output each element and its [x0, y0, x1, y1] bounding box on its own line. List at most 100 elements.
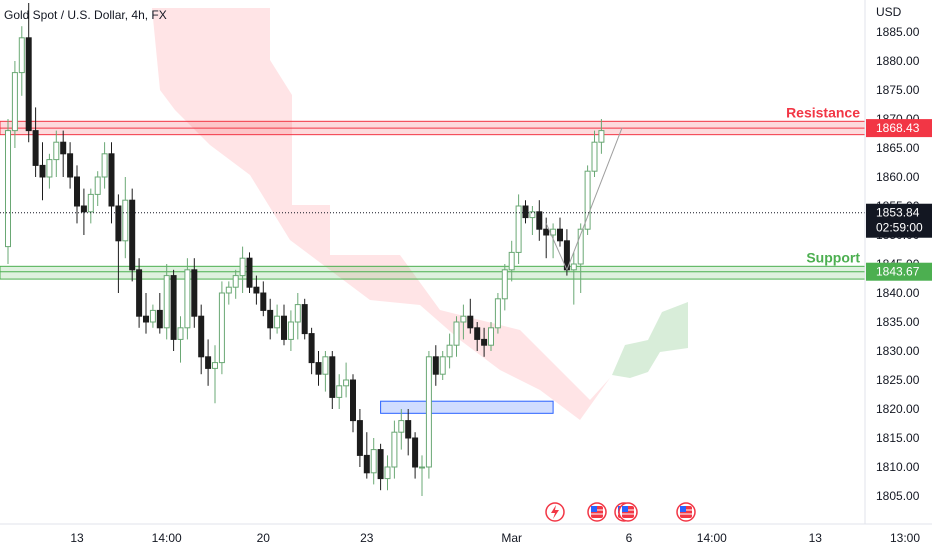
candle[interactable] — [74, 165, 80, 224]
candle[interactable] — [501, 264, 508, 311]
candle[interactable] — [363, 432, 370, 479]
candle[interactable] — [87, 188, 94, 224]
candles[interactable] — [5, 3, 605, 496]
candle[interactable] — [308, 327, 315, 375]
candle[interactable] — [184, 258, 191, 340]
candle[interactable] — [467, 298, 474, 334]
event-markers[interactable] — [545, 502, 696, 522]
candle[interactable] — [205, 339, 212, 386]
candle[interactable] — [294, 293, 301, 340]
candle[interactable] — [260, 281, 267, 317]
price-axis[interactable]: 1885.001880.001875.001870.001865.001860.… — [864, 0, 932, 524]
candle-body — [543, 228, 550, 236]
candle[interactable] — [494, 293, 501, 334]
time-tick-label: 13:00 — [890, 531, 920, 545]
candle[interactable] — [129, 188, 136, 282]
candle[interactable] — [570, 252, 577, 305]
candle[interactable] — [329, 351, 336, 409]
candle[interactable] — [246, 252, 253, 293]
candle[interactable] — [591, 130, 598, 177]
candle[interactable] — [391, 420, 398, 479]
candle[interactable] — [343, 362, 350, 398]
candle[interactable] — [101, 142, 108, 189]
candle[interactable] — [177, 316, 184, 363]
candle[interactable] — [136, 258, 143, 328]
candle[interactable] — [377, 443, 384, 491]
candle[interactable] — [163, 264, 170, 340]
candle[interactable] — [115, 194, 122, 293]
candle[interactable] — [287, 310, 294, 351]
candle[interactable] — [32, 107, 39, 177]
us-flag-icon[interactable] — [676, 502, 696, 522]
candle[interactable] — [315, 351, 322, 386]
resistance-label: Resistance — [786, 104, 860, 120]
candle[interactable] — [18, 26, 25, 96]
candle-body — [246, 257, 253, 288]
candle[interactable] — [94, 171, 101, 206]
candle[interactable] — [432, 345, 439, 386]
candle[interactable] — [419, 455, 425, 496]
us-flag-icon[interactable] — [618, 502, 638, 522]
candle[interactable] — [5, 119, 11, 264]
candle[interactable] — [384, 455, 391, 491]
candle[interactable] — [11, 61, 18, 148]
candle[interactable] — [336, 374, 343, 409]
candle[interactable] — [225, 281, 232, 305]
lightning-icon[interactable] — [545, 502, 565, 522]
candle[interactable] — [481, 327, 488, 357]
candle[interactable] — [281, 304, 287, 346]
candle[interactable] — [550, 223, 557, 259]
candle[interactable] — [25, 3, 32, 143]
candle[interactable] — [322, 351, 329, 392]
candle[interactable] — [584, 165, 591, 235]
bullish-cloud — [612, 302, 688, 378]
candle[interactable] — [508, 240, 515, 282]
candle[interactable] — [108, 142, 115, 224]
candle[interactable] — [398, 409, 405, 450]
candle[interactable] — [439, 351, 446, 380]
candle[interactable] — [529, 206, 536, 235]
candle[interactable] — [239, 246, 246, 293]
candle[interactable] — [53, 130, 60, 177]
candle[interactable] — [253, 275, 260, 305]
candle[interactable] — [170, 269, 177, 351]
candle[interactable] — [405, 409, 412, 456]
candle[interactable] — [536, 200, 543, 241]
candle[interactable] — [598, 119, 605, 154]
candle[interactable] — [350, 374, 356, 433]
candle[interactable] — [149, 304, 156, 328]
candle[interactable] — [46, 153, 53, 189]
candle[interactable] — [267, 298, 274, 340]
candle[interactable] — [474, 322, 481, 351]
candle[interactable] — [370, 438, 377, 485]
candle[interactable] — [274, 304, 281, 334]
candle[interactable] — [522, 200, 529, 224]
candle[interactable] — [143, 293, 149, 334]
candle[interactable] — [156, 293, 163, 334]
candle[interactable] — [39, 142, 46, 201]
candle[interactable] — [412, 432, 419, 479]
candle-body — [308, 333, 315, 364]
candle[interactable] — [198, 304, 205, 375]
candle[interactable] — [122, 177, 129, 259]
candle[interactable] — [453, 316, 460, 357]
candle[interactable] — [232, 269, 239, 299]
candle[interactable] — [218, 281, 225, 375]
us-flag-icon[interactable] — [587, 502, 607, 522]
candle[interactable] — [557, 217, 563, 247]
candle[interactable] — [67, 142, 74, 189]
candle[interactable] — [301, 298, 308, 340]
candle[interactable] — [488, 322, 494, 351]
candle[interactable] — [460, 304, 467, 340]
candle[interactable] — [515, 194, 522, 264]
candle[interactable] — [356, 409, 363, 467]
candle[interactable] — [425, 351, 432, 479]
candle[interactable] — [80, 188, 87, 235]
candle[interactable] — [60, 130, 67, 177]
candle[interactable] — [446, 333, 453, 369]
candle[interactable] — [212, 345, 218, 404]
candle[interactable] — [191, 258, 198, 328]
